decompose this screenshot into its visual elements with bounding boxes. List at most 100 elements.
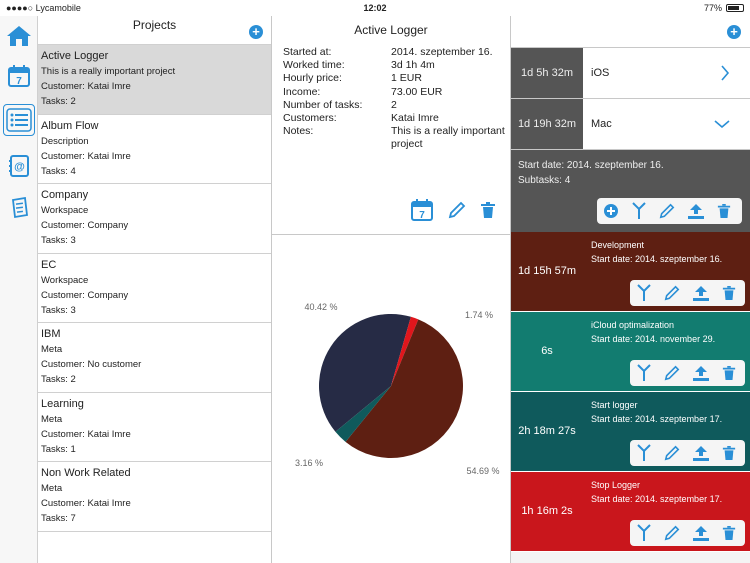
projects-tab[interactable] <box>3 104 35 136</box>
detail-fields: Started at: 2014. szeptember 16. Worked t… <box>283 46 508 152</box>
pencil-icon[interactable] <box>664 525 680 541</box>
category-subtasks: Subtasks: 4 <box>518 175 571 186</box>
svg-text:7: 7 <box>16 76 22 87</box>
add-project-button[interactable]: + <box>249 25 263 39</box>
home-tab[interactable] <box>3 20 35 52</box>
task-name: iCloud optimalization <box>591 320 675 330</box>
trash-icon[interactable] <box>722 285 736 301</box>
calendar-tab[interactable]: 7 <box>3 60 35 92</box>
field-value: 73.00 EUR <box>391 85 443 98</box>
pencil-icon[interactable] <box>448 201 466 219</box>
upload-icon[interactable] <box>692 284 710 302</box>
project-customer: Customer: Katai Imre <box>41 150 131 162</box>
invoices-tab[interactable] <box>3 192 35 224</box>
project-customer: Customer: Company <box>41 220 129 231</box>
battery-icon <box>726 4 744 12</box>
merge-icon[interactable] <box>636 444 652 462</box>
pencil-icon[interactable] <box>664 285 680 301</box>
pie-chart-area: 40.42 % 1.74 % 54.69 % 3.16 % <box>272 235 511 563</box>
project-tasks: Tasks: 2 <box>41 96 76 107</box>
project-customer: Customer: No customer <box>41 359 142 370</box>
task-row[interactable]: 1h 16m 2s Stop Logger Start date: 2014. … <box>511 472 750 552</box>
task-toolbar <box>630 280 745 306</box>
add-circle-icon[interactable] <box>603 203 619 219</box>
category-start-date: Start date: 2014. szeptember 16. <box>518 160 664 171</box>
add-task-button[interactable]: + <box>727 25 741 39</box>
task-row[interactable]: 2h 18m 27s Start logger Start date: 2014… <box>511 392 750 472</box>
pie-slice <box>391 316 419 386</box>
merge-icon[interactable] <box>636 524 652 542</box>
project-name: Active Logger <box>41 50 109 62</box>
project-customer: Customer: Katai Imre <box>41 428 131 440</box>
project-item[interactable]: EC Workspace Customer: Company Tasks: 3 <box>38 254 271 323</box>
field-label: Income: <box>283 85 321 98</box>
field-label: Hourly price: <box>283 72 342 85</box>
task-name: Stop Logger <box>591 480 641 490</box>
carrier-label: ●●●●○ Lycamobile <box>6 3 81 13</box>
detail-row: Started at: 2014. szeptember 16. <box>283 46 508 59</box>
field-label: Number of tasks: <box>283 98 363 111</box>
trash-icon[interactable] <box>717 203 731 219</box>
contacts-tab[interactable]: @ <box>3 150 35 182</box>
chevron-right-icon <box>721 65 730 81</box>
detail-row: Customers: Katai Imre <box>283 112 508 125</box>
category-row-mac[interactable]: 1d 19h 32m Mac <box>511 99 750 150</box>
project-tasks: Tasks: 3 <box>41 235 76 246</box>
project-tasks: Tasks: 2 <box>41 374 76 385</box>
project-tasks: Tasks: 1 <box>41 443 76 455</box>
calendar-icon: 7 <box>8 65 30 87</box>
detail-title: Active Logger <box>354 23 428 37</box>
category-row-ios[interactable]: 1d 5h 32m iOS <box>511 48 750 99</box>
upload-icon[interactable] <box>692 364 710 382</box>
project-desc: Meta <box>41 483 63 494</box>
task-start-date: Start date: 2014. szeptember 17. <box>591 414 723 424</box>
project-customer: Customer: Katai Imre <box>41 498 131 509</box>
upload-icon[interactable] <box>692 444 710 462</box>
task-row[interactable]: 1d 15h 57m Development Start date: 2014.… <box>511 232 750 312</box>
project-item[interactable]: Learning Meta Customer: Katai Imre Tasks… <box>38 393 271 462</box>
project-desc: Workspace <box>41 274 89 286</box>
merge-icon[interactable] <box>636 364 652 382</box>
project-item[interactable]: Active Logger This is a really important… <box>38 45 271 115</box>
project-item[interactable]: Album Flow Description Customer: Katai I… <box>38 115 271 184</box>
battery-percent: 77% <box>703 3 722 13</box>
merge-icon[interactable] <box>631 202 647 220</box>
field-label: Customers: <box>283 112 337 125</box>
trash-icon[interactable] <box>722 445 736 461</box>
task-toolbar <box>630 520 745 546</box>
projects-header: Projects + <box>38 16 271 44</box>
project-item[interactable]: Non Work Related Meta Customer: Katai Im… <box>38 462 271 532</box>
field-label: Notes: <box>283 125 314 138</box>
trash-icon[interactable] <box>722 525 736 541</box>
detail-row: Worked time: 3d 1h 4m <box>283 59 508 72</box>
project-desc: Workspace <box>41 205 89 216</box>
project-name: Non Work Related <box>41 467 131 479</box>
pie-slice <box>345 319 463 458</box>
pencil-icon[interactable] <box>659 203 675 219</box>
pencil-icon[interactable] <box>664 445 680 461</box>
project-name: IBM <box>41 328 61 340</box>
upload-icon[interactable] <box>692 524 710 542</box>
chevron-down-icon <box>714 120 730 129</box>
trash-icon[interactable] <box>480 201 496 219</box>
pie-slice <box>319 314 411 432</box>
detail-row: Number of tasks: 2 <box>283 99 508 112</box>
task-toolbar <box>630 360 745 386</box>
trash-icon[interactable] <box>722 365 736 381</box>
tasks-header: + <box>511 16 750 48</box>
merge-icon[interactable] <box>636 284 652 302</box>
category-time: 1d 5h 32m <box>511 48 583 98</box>
project-item[interactable]: Company Workspace Customer: Company Task… <box>38 184 271 254</box>
project-desc: This is a really important project <box>41 66 176 77</box>
detail-row: Hourly price: 1 EUR <box>283 72 508 85</box>
project-item[interactable]: IBM Meta Customer: No customer Tasks: 2 <box>38 323 271 393</box>
task-row[interactable]: 6s iCloud optimalization Start date: 201… <box>511 312 750 392</box>
category-name: Mac <box>591 118 612 130</box>
calendar-icon[interactable]: 7 <box>410 198 434 222</box>
pencil-icon[interactable] <box>664 365 680 381</box>
upload-icon[interactable] <box>687 202 705 220</box>
status-bar: ●●●●○ Lycamobile 12:02 77% <box>0 0 750 16</box>
project-detail-panel: Active Logger Started at: 2014. szeptembe… <box>272 16 511 235</box>
svg-text:@: @ <box>14 161 25 173</box>
pie-chart: 40.42 % 1.74 % 54.69 % 3.16 % <box>295 302 500 476</box>
